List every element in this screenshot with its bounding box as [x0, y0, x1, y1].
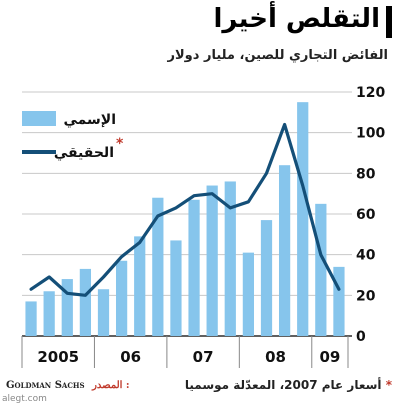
- bar: [152, 197, 164, 336]
- bar: [260, 220, 273, 336]
- bar: [224, 181, 236, 336]
- bar: [97, 289, 110, 336]
- chart-subtitle: الفائض التجاري للصين، مليار دولار: [167, 48, 388, 63]
- x-tick-label: 07: [193, 348, 214, 366]
- bar: [242, 252, 255, 336]
- chart-title: التقلص أخيرا: [213, 4, 381, 34]
- y-tick-label: 80: [356, 166, 376, 182]
- source-name: Goldman Sachs: [6, 380, 85, 391]
- y-tick-label: 40: [356, 248, 376, 264]
- bar: [79, 268, 92, 336]
- y-tick-label: 0: [356, 329, 366, 345]
- title-row: التقلص أخيرا: [0, 0, 400, 44]
- x-tick-label: 06: [120, 348, 141, 366]
- bar: [297, 102, 309, 337]
- y-tick-label: 120: [356, 85, 385, 101]
- source-credit: Goldman Sachs المصدر :: [6, 380, 130, 391]
- bar: [188, 199, 200, 336]
- y-tick-label: 20: [356, 288, 376, 304]
- footnote-text: أسعار عام 2007، المعدّلة موسميا: [184, 378, 382, 392]
- bar: [43, 291, 55, 336]
- footnote: * أسعار عام 2007، المعدّلة موسميا: [185, 378, 392, 392]
- title-marker: [386, 6, 392, 38]
- bar: [134, 236, 146, 336]
- watermark: alegt.com: [2, 394, 47, 404]
- source-label: المصدر :: [92, 380, 130, 391]
- x-tick-label: 09: [319, 348, 340, 366]
- legend-label-line: الحقيقي: [54, 145, 114, 161]
- legend-star: *: [116, 136, 124, 152]
- bar: [315, 203, 327, 336]
- bar: [278, 165, 291, 336]
- y-tick-label: 100: [356, 126, 385, 142]
- x-tick-label: 2005: [37, 348, 79, 366]
- bar: [333, 266, 345, 336]
- x-tick-label: 08: [265, 348, 286, 366]
- legend-label-bars: الإسمي: [63, 112, 116, 128]
- footnote-star: *: [385, 378, 392, 392]
- legend-swatch-bars: [22, 111, 56, 126]
- bar: [61, 279, 73, 336]
- bar: [170, 240, 182, 336]
- bar: [206, 185, 218, 336]
- y-tick-label: 60: [356, 207, 376, 223]
- bar: [115, 260, 128, 336]
- bar: [25, 301, 37, 336]
- line-series: [29, 122, 341, 297]
